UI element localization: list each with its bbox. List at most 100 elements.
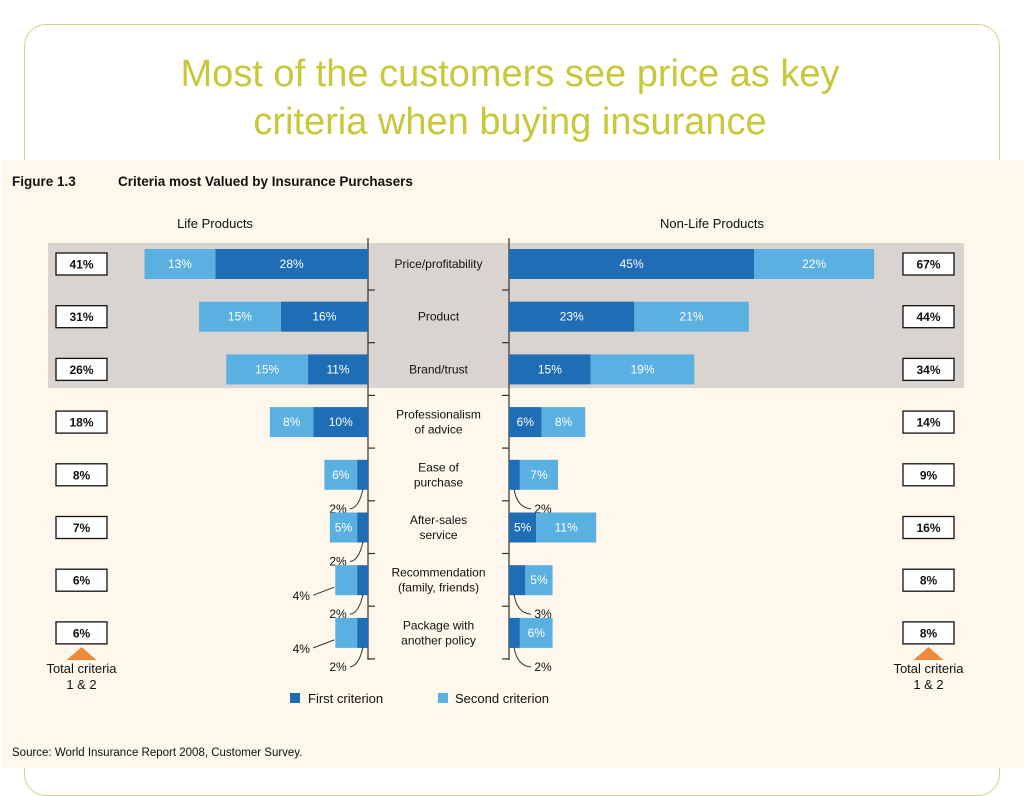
total-life: 6% — [73, 626, 91, 640]
bar-nonlife-first — [509, 354, 591, 385]
total-nonlife: 9% — [920, 468, 938, 482]
label-life-first: 16% — [312, 310, 336, 324]
category-label: After-sales — [410, 513, 467, 527]
label-nonlife-second: 8% — [555, 415, 573, 429]
bar-nonlife-first — [509, 249, 755, 279]
total-arrow-nonlife — [913, 647, 944, 660]
label-life-first-callout: 2% — [329, 555, 347, 569]
bar-life-first — [280, 301, 368, 332]
bar-life-first — [357, 617, 368, 648]
bar-life-first — [308, 354, 368, 385]
label-life-second: 5% — [335, 521, 353, 535]
total-box-nonlife — [902, 568, 955, 592]
label-nonlife-second: 19% — [631, 362, 655, 376]
legend-swatch-second — [438, 693, 448, 703]
group-label-life: Life Products — [177, 216, 253, 231]
rows-layer: 28% 13% 45% 22% Price/profitability 41% 67% 16%… — [46, 238, 964, 692]
total-criteria-label: 1 & 2 — [66, 677, 96, 692]
category-label: Package with — [403, 618, 474, 632]
label-life-second: 13% — [168, 257, 192, 271]
total-nonlife: 67% — [916, 258, 940, 272]
slide-title-line2: criteria when buying insurance — [253, 101, 767, 143]
label-life-first-callout: 2% — [329, 660, 347, 674]
legend: First criterion Second criterion — [290, 691, 549, 706]
bar-nonlife-first — [509, 565, 526, 596]
bar-life-second — [324, 459, 358, 490]
bar-nonlife-second — [536, 512, 597, 543]
total-criteria-label: 1 & 2 — [913, 677, 943, 692]
label-life-first: 10% — [329, 415, 353, 429]
bar-nonlife-second — [541, 407, 586, 438]
bar-life-first — [215, 249, 368, 279]
total-box-nonlife — [902, 621, 955, 645]
label-nonlife-second: 5% — [530, 573, 548, 587]
legend-label-first: First criterion — [308, 691, 383, 706]
label-nonlife-second: 7% — [530, 468, 548, 482]
bar-nonlife-first — [509, 407, 542, 438]
total-box-life — [55, 305, 108, 329]
label-life-second: 8% — [283, 415, 301, 429]
label-nonlife-second: 11% — [555, 521, 578, 535]
label-life-second: 15% — [228, 310, 252, 324]
label-nonlife-first: 5% — [514, 521, 532, 535]
total-life: 41% — [69, 258, 93, 272]
bar-life-second — [144, 249, 216, 279]
total-box-life — [55, 463, 108, 487]
insurance-criteria-chart: Figure 1.3 Criteria most Valued by Insur… — [12, 174, 964, 759]
total-box-life — [55, 515, 108, 540]
label-nonlife-first: 15% — [538, 362, 562, 376]
leader-life-first — [349, 646, 364, 668]
label-nonlife-first: 45% — [620, 257, 644, 271]
label-nonlife-second: 21% — [680, 310, 704, 324]
figure-caption: Criteria most Valued by Insurance Purcha… — [118, 174, 413, 189]
label-life-first: 11% — [326, 362, 349, 376]
total-box-life — [55, 357, 108, 382]
category-label: of advice — [414, 423, 462, 437]
category-label: another policy — [401, 633, 476, 647]
label-life-first-callout: 2% — [329, 607, 347, 621]
group-label-nonlife: Non-Life Products — [660, 216, 765, 231]
total-box-nonlife — [902, 357, 955, 382]
label-life-second-callout: 4% — [293, 642, 311, 656]
category-label: Ease of — [418, 460, 459, 474]
total-life: 6% — [73, 574, 91, 588]
bar-nonlife-second — [634, 301, 749, 332]
total-nonlife: 34% — [916, 363, 940, 377]
source-note: Source: World Insurance Report 2008, Cus… — [12, 747, 302, 759]
bar-nonlife-second — [754, 249, 875, 279]
total-box-nonlife — [902, 305, 955, 329]
label-nonlife-first-callout: 3% — [534, 607, 552, 621]
bar-nonlife-first — [509, 512, 537, 543]
category-label: Price/profitability — [394, 257, 482, 271]
category-label: Product — [418, 310, 460, 324]
total-box-nonlife — [902, 410, 955, 434]
category-label: (family, friends) — [398, 581, 479, 595]
label-life-second: 6% — [332, 468, 350, 482]
total-nonlife: 8% — [920, 626, 938, 640]
total-life: 7% — [73, 521, 91, 535]
total-box-life — [55, 252, 108, 276]
total-nonlife: 44% — [916, 310, 940, 324]
label-nonlife-first: 6% — [517, 415, 535, 429]
leader-nonlife-first — [513, 594, 532, 615]
total-criteria-label: Total criteria — [893, 661, 964, 676]
legend-swatch-first — [290, 693, 300, 703]
label-nonlife-first-callout: 2% — [534, 660, 552, 674]
label-life-first: 28% — [280, 257, 304, 271]
leader-nonlife-first — [513, 488, 532, 510]
bar-life-first — [357, 512, 368, 543]
bar-life-first — [313, 407, 368, 438]
label-nonlife-first: 23% — [560, 310, 584, 324]
category-label: Professionalism — [396, 408, 481, 422]
total-nonlife: 14% — [916, 416, 940, 430]
total-box-life — [55, 410, 108, 434]
bar-life-first — [357, 565, 368, 596]
leader-life-first — [349, 541, 364, 562]
leader-life-second — [313, 586, 335, 596]
leader-life-first — [349, 594, 364, 615]
total-life: 18% — [69, 416, 93, 430]
bar-nonlife-second — [590, 354, 695, 385]
slide-title-line1: Most of the customers see price as key — [180, 53, 840, 95]
slide-title: Most of the customers see price as key c… — [60, 50, 960, 146]
label-nonlife-second: 6% — [528, 626, 546, 640]
